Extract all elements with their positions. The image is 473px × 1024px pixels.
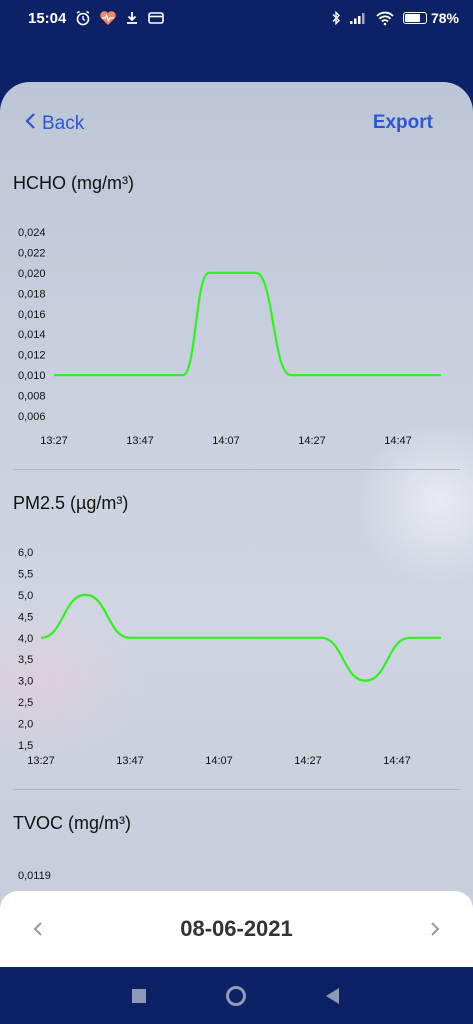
x-tick-label: 13:47 (116, 755, 144, 767)
navigation-bar (0, 967, 473, 1024)
section-divider (13, 469, 460, 470)
heart-health-icon (99, 9, 117, 27)
hcho-title: HCHO (mg/m³) (13, 173, 134, 193)
status-bar: 15:04 78% (0, 0, 473, 40)
series-line (40, 593, 441, 682)
home-button[interactable] (225, 985, 247, 1007)
battery-percent: 78% (430, 10, 459, 26)
previous-date-button[interactable] (28, 915, 48, 943)
alarm-icon (75, 9, 91, 27)
recents-square-icon (132, 989, 146, 1003)
x-tick-label: 13:47 (126, 435, 154, 447)
export-button[interactable]: Export (372, 112, 433, 133)
y-tick-label: 2,0 (18, 719, 33, 731)
main-card: Back Export HCHO (mg/m³) 0,024 0,022 0,020… (0, 82, 473, 972)
pm25-title: PM2.5 (µg/m³) (13, 493, 129, 513)
y-tick-label: 4,5 (18, 611, 33, 623)
status-left-icons (75, 9, 165, 27)
back-triangle-icon (326, 988, 339, 1004)
x-tick-label: 14:07 (205, 755, 233, 767)
y-tick-label: 0,006 (18, 411, 46, 423)
y-tick-label: 5,0 (18, 590, 33, 602)
x-tick-label: 14:47 (384, 435, 412, 447)
x-tick-label: 14:27 (298, 435, 326, 447)
y-tick-label: 3,0 (18, 676, 33, 688)
battery-icon: 78% (402, 10, 459, 26)
card-icon (147, 9, 165, 27)
hcho-chart: 0,024 0,022 0,020 0,018 0,016 0,014 0,012 0,010… (18, 227, 442, 447)
battery-fill (404, 14, 420, 22)
battery-body (402, 12, 427, 24)
tvoc-y-tick: 0,0119 (18, 870, 51, 882)
top-bar: Back Export (0, 112, 473, 142)
signal-icon (349, 9, 367, 27)
chevron-right-icon (431, 922, 440, 936)
wifi-icon (375, 9, 395, 27)
y-tick-label: 0,016 (18, 309, 46, 321)
chevron-left-icon (24, 112, 36, 136)
series-line (54, 271, 442, 377)
y-tick-label: 3,5 (18, 654, 33, 666)
y-tick-label: 2,5 (18, 697, 33, 709)
y-tick-label: 5,5 (18, 568, 33, 580)
x-tick-label: 14:47 (383, 755, 411, 767)
back-label: Back (42, 113, 85, 134)
download-icon (125, 9, 139, 27)
x-tick-label: 13:27 (27, 755, 55, 767)
date-selector: 08-06-2021 (0, 891, 473, 967)
status-time: 15:04 (28, 10, 67, 27)
y-tick-label: 0,010 (18, 370, 46, 382)
pm25-chart: 6,0 5,5 5,0 4,5 4,0 3,5 3,0 2,5 2,0 1,5 13:27 13:47… (18, 547, 441, 767)
home-circle-icon (226, 986, 246, 1006)
x-tick-label: 14:07 (212, 435, 240, 447)
system-back-button[interactable] (322, 985, 344, 1007)
y-tick-label: 0,008 (18, 391, 46, 403)
y-tick-label: 4,0 (18, 633, 33, 645)
y-tick-label: 0,020 (18, 268, 46, 280)
status-right-icons: 78% (331, 9, 459, 27)
x-tick-label: 14:27 (294, 755, 322, 767)
y-tick-label: 0,014 (18, 329, 46, 341)
x-tick-label: 13:27 (40, 435, 68, 447)
tvoc-title: TVOC (mg/m³) (13, 813, 131, 833)
y-tick-label: 6,0 (18, 547, 33, 559)
section-divider (13, 789, 460, 790)
y-tick-label: 1,5 (18, 740, 33, 752)
y-tick-label: 0,024 (18, 227, 46, 239)
next-date-button[interactable] (425, 915, 445, 943)
y-tick-label: 0,022 (18, 247, 46, 259)
date-label: 08-06-2021 (180, 916, 293, 941)
y-tick-label: 0,012 (18, 350, 46, 362)
bluetooth-icon (331, 9, 341, 27)
chevron-left-icon (33, 922, 42, 936)
y-tick-label: 0,018 (18, 288, 46, 300)
back-button[interactable]: Back (24, 112, 84, 136)
recents-button[interactable] (128, 985, 150, 1007)
